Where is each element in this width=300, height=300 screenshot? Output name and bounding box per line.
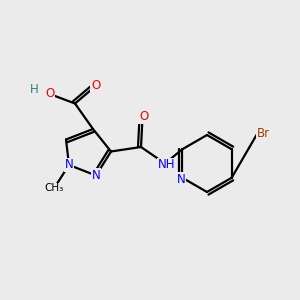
Text: NH: NH — [158, 158, 176, 172]
Text: O: O — [45, 86, 54, 100]
Text: N: N — [176, 173, 185, 186]
Text: O: O — [140, 110, 148, 124]
Text: N: N — [64, 158, 74, 172]
Text: CH₃: CH₃ — [44, 183, 64, 194]
Text: N: N — [92, 169, 100, 182]
Text: Br: Br — [256, 127, 270, 140]
Text: H: H — [30, 82, 39, 96]
Text: O: O — [92, 79, 100, 92]
